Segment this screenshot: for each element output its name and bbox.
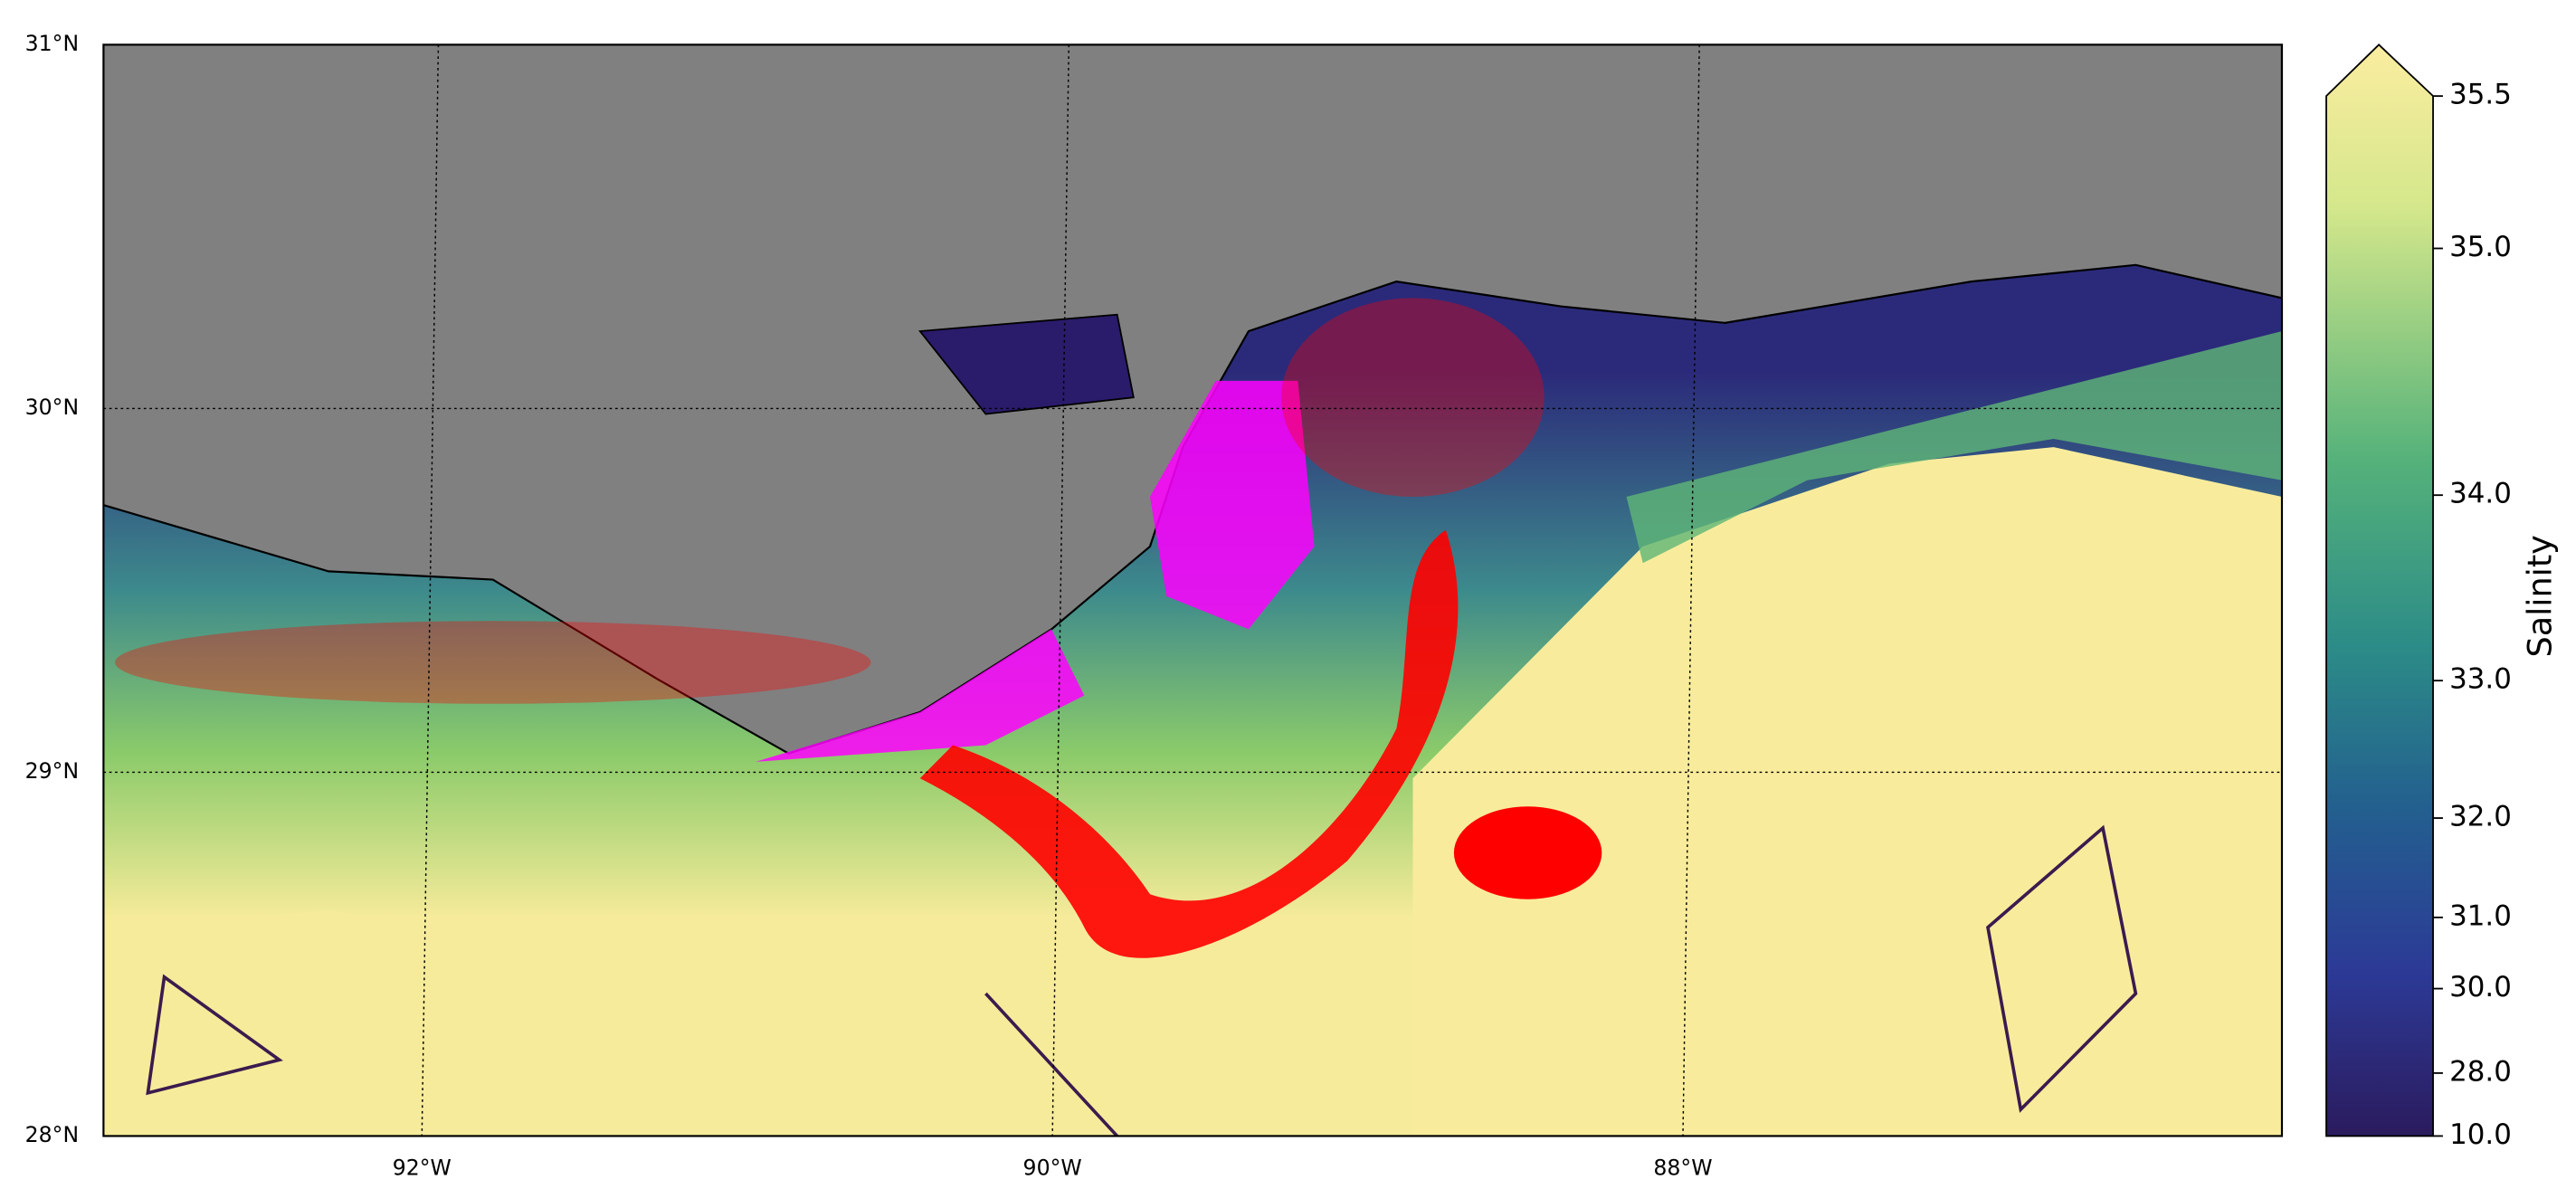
map-area	[103, 44, 2282, 1137]
latitude-label: 29°N	[25, 758, 79, 784]
colorbar-tick-label: 33.0	[2449, 663, 2512, 696]
open-water	[1412, 447, 2282, 1137]
longitude-line	[421, 44, 440, 1137]
lake	[918, 313, 1135, 415]
colorbar-tick-label: 10.0	[2449, 1118, 2512, 1151]
colorbar-tick-label: 31.0	[2449, 899, 2512, 932]
colorbar-tick-label: 35.0	[2449, 231, 2512, 263]
land	[103, 44, 2282, 755]
colorbar-tick-label: 28.0	[2449, 1055, 2512, 1088]
wetland	[1149, 380, 1315, 630]
shelf-water	[103, 910, 1052, 1137]
colorbar	[2325, 43, 2434, 1137]
colorbar-tick-label: 35.5	[2449, 79, 2512, 111]
colorbar-tick-label: 30.0	[2449, 971, 2512, 1004]
wetland	[756, 629, 1085, 762]
longitude-label: 90°W	[1023, 1155, 1082, 1180]
particle-cloud	[115, 621, 871, 704]
particle-plume	[919, 529, 1459, 958]
particle-cloud	[1453, 806, 1602, 899]
shelf-water	[1626, 331, 2282, 564]
longitude-label: 88°W	[1653, 1155, 1712, 1180]
colorbar-tick-label: 34.0	[2449, 478, 2512, 510]
latitude-label: 28°N	[25, 1122, 79, 1147]
colorbar-tick-label: 32.0	[2449, 800, 2512, 832]
longitude-line	[1682, 44, 1700, 1137]
contour	[146, 824, 2138, 1137]
longitude-line	[1051, 44, 1070, 1137]
latitude-label: 31°N	[25, 31, 79, 56]
longitude-label: 92°W	[393, 1155, 452, 1180]
map-frame	[102, 43, 2284, 1137]
particle-cloud	[1281, 298, 1545, 498]
particles	[115, 298, 1602, 958]
latitude-label: 30°N	[25, 395, 79, 420]
colorbar-label: Salinity	[2520, 535, 2559, 657]
